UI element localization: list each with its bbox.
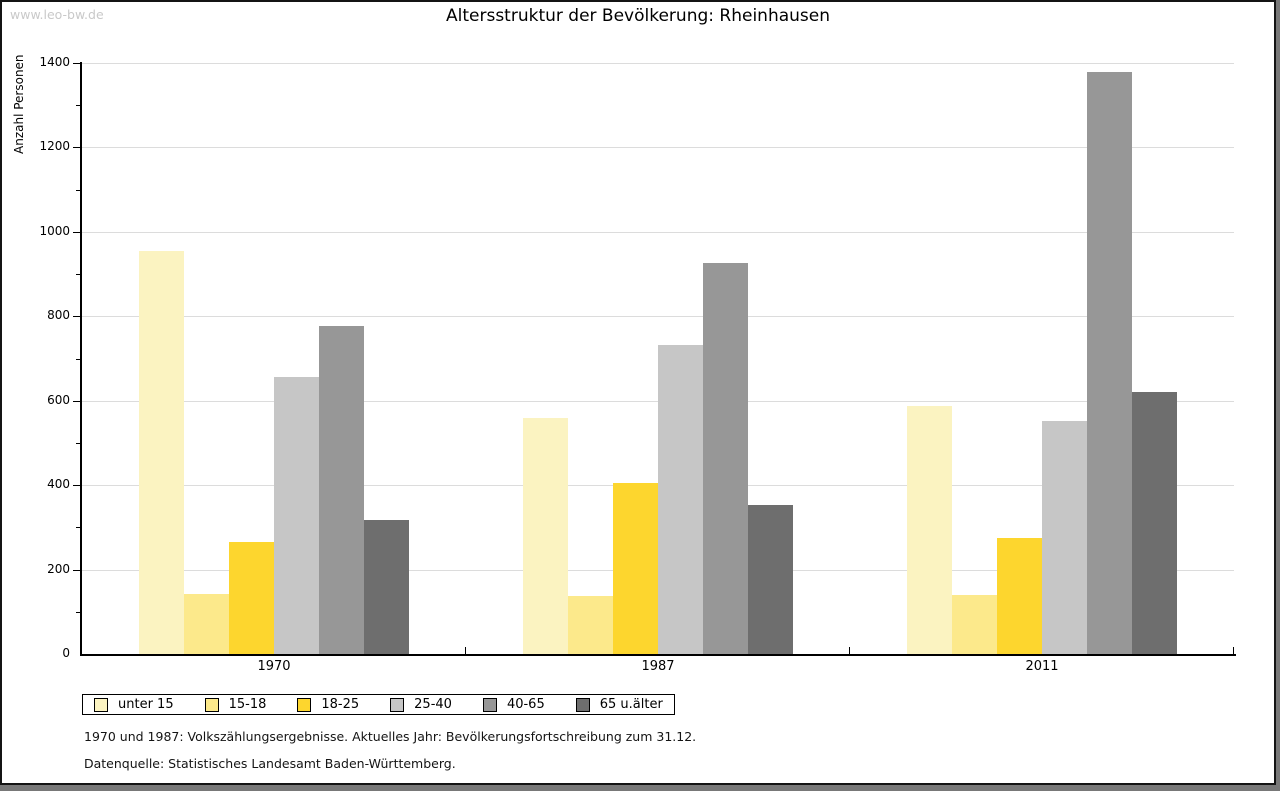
y-tick-200 (73, 569, 80, 571)
legend-item-unter-15: unter 15 (94, 697, 174, 712)
bar-1970-18-25 (229, 542, 274, 654)
watermark-text: www.leo-bw.de (10, 7, 104, 22)
y-minor-tick-700 (76, 358, 80, 360)
bar-2011-65-u-lter (1132, 392, 1177, 654)
bar-2011-40-65 (1087, 72, 1132, 654)
x-category-label-1987: 1987 (641, 659, 675, 674)
bar-1970-65-u-lter (364, 520, 409, 654)
y-tick-label-400: 400 (47, 477, 70, 492)
legend-label-25-40: 25-40 (414, 697, 452, 712)
bar-1970-40-65 (319, 326, 364, 654)
legend-item-15-18: 15-18 (204, 697, 267, 712)
legend-label-18-25: 18-25 (321, 697, 360, 712)
bar-1987-65-u-lter (748, 505, 793, 654)
gridline-1000 (82, 231, 1234, 233)
legend-label-15-18: 15-18 (228, 697, 267, 712)
y-axis-line (80, 62, 82, 656)
y-minor-tick-100 (76, 611, 80, 613)
bar-1987-25-40 (658, 345, 703, 654)
y-tick-label-200: 200 (47, 561, 70, 576)
bar-1987-unter-15 (523, 418, 568, 654)
x-tick-1 (465, 647, 466, 654)
y-tick-1400 (73, 63, 80, 64)
y-tick-800 (73, 316, 80, 318)
x-axis-line (80, 654, 1236, 656)
legend-swatch-25-40 (390, 697, 405, 712)
y-tick-label-1000: 1000 (39, 223, 70, 238)
legend-label-unter-15: unter 15 (118, 697, 174, 712)
gridline-1200 (82, 147, 1234, 149)
y-axis-title: Anzahl Personen (12, 54, 26, 154)
bar-1987-18-25 (613, 483, 658, 654)
legend-swatch-15-18 (204, 697, 219, 712)
bar-2011-18-25 (997, 538, 1042, 654)
footnote-methodology: 1970 und 1987: Volkszählungsergebnisse. … (84, 729, 697, 744)
bar-1970-15-18 (184, 594, 229, 654)
bar-2011-15-18 (952, 595, 997, 654)
x-tick-3 (1233, 647, 1234, 654)
y-minor-tick-300 (76, 527, 80, 529)
legend-swatch-unter-15 (94, 697, 108, 712)
y-tick-1000 (73, 231, 80, 233)
bar-1987-40-65 (703, 263, 748, 654)
bar-1970-unter-15 (139, 251, 184, 654)
y-tick-label-1400: 1400 (39, 55, 70, 69)
legend-item-65-u-lter: 65 u.älter (575, 697, 663, 712)
bar-2011-unter-15 (907, 406, 952, 654)
legend-item-25-40: 25-40 (390, 697, 452, 712)
y-tick-400 (73, 485, 80, 487)
legend-swatch-40-65 (482, 697, 497, 712)
legend-label-65-u-lter: 65 u.älter (599, 697, 663, 712)
legend-item-18-25: 18-25 (297, 697, 359, 712)
x-category-label-2011: 2011 (1025, 659, 1059, 674)
y-tick-1200 (73, 147, 80, 149)
gridline-1400 (82, 63, 1234, 64)
footnote-source: Datenquelle: Statistisches Landesamt Bad… (84, 756, 456, 771)
legend-swatch-18-25 (297, 697, 312, 712)
x-tick-2 (849, 647, 850, 654)
gridline-800 (82, 316, 1234, 318)
bar-1970-25-40 (274, 377, 319, 654)
legend-box: unter 15 15-18 18-25 25-40 40-65 65 u.älter (82, 694, 675, 715)
y-tick-label-600: 600 (47, 392, 70, 407)
legend-swatch-65-u-lter (575, 697, 590, 712)
y-tick-label-0: 0 (62, 646, 70, 660)
y-tick-label-1200: 1200 (39, 139, 70, 154)
legend-item-40-65: 40-65 (482, 697, 545, 712)
plot-area: 0 200 400 600 800 1000 1200 1400 1970 1987 2011 (39, 55, 1236, 674)
y-tick-label-800: 800 (47, 308, 70, 323)
y-minor-tick-500 (76, 442, 80, 444)
y-tick-600 (73, 400, 80, 402)
y-minor-tick-900 (76, 274, 80, 276)
x-category-label-1970: 1970 (257, 659, 291, 674)
legend-label-40-65: 40-65 (506, 697, 545, 712)
chart-title: Altersstruktur der Bevölkerung: Rheinhau… (446, 6, 830, 26)
y-minor-tick-1300 (76, 105, 80, 107)
bar-2011-25-40 (1042, 421, 1087, 654)
y-minor-tick-1100 (76, 189, 80, 191)
bar-1987-15-18 (568, 596, 613, 654)
